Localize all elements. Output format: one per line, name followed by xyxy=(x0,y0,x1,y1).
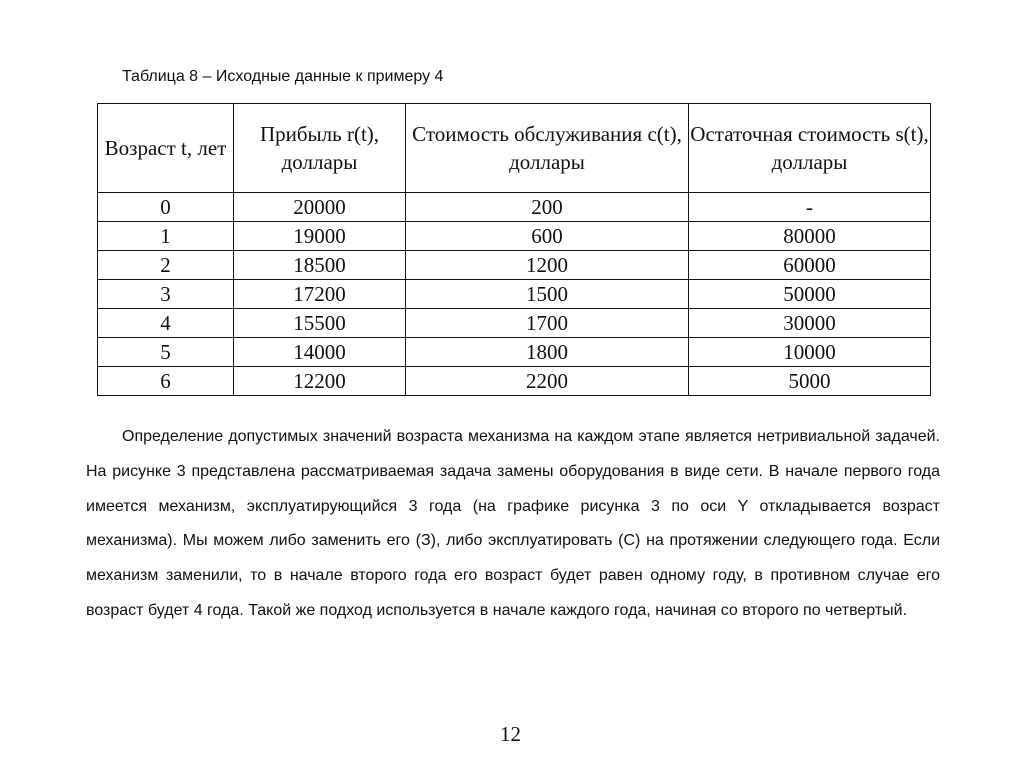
table-cell: 2200 xyxy=(405,366,689,396)
table-cell: 4 xyxy=(97,308,234,338)
table-cell: 1500 xyxy=(405,279,689,309)
table-cell: 6 xyxy=(97,366,234,396)
table-header-row: Возраст t, лет Прибыль r(t), доллары Сто… xyxy=(97,103,931,193)
table-row: 4 15500 1700 30000 xyxy=(97,308,931,338)
page-number: 12 xyxy=(500,722,521,746)
header-profit: Прибыль r(t), доллары xyxy=(233,103,406,193)
table-cell: 1 xyxy=(97,221,234,251)
table-cell: 5 xyxy=(97,337,234,367)
table-cell: 1800 xyxy=(405,337,689,367)
table-cell: 14000 xyxy=(233,337,406,367)
table-cell: 200 xyxy=(405,192,689,222)
table-row: 1 19000 600 80000 xyxy=(97,221,931,251)
table-cell: 3 xyxy=(97,279,234,309)
table-row: 3 17200 1500 50000 xyxy=(97,279,931,309)
header-maintenance: Стоимость обслуживания c(t), доллары xyxy=(405,103,689,193)
table-cell: 18500 xyxy=(233,250,406,280)
table-cell: 60000 xyxy=(688,250,931,280)
table-cell: 30000 xyxy=(688,308,931,338)
data-table: Возраст t, лет Прибыль r(t), доллары Сто… xyxy=(97,103,931,396)
table-cell: 20000 xyxy=(233,192,406,222)
table-cell: 17200 xyxy=(233,279,406,309)
table-row: 2 18500 1200 60000 xyxy=(97,250,931,280)
table-cell: 50000 xyxy=(688,279,931,309)
table-cell: 15500 xyxy=(233,308,406,338)
table-cell: - xyxy=(688,192,931,222)
table-row: 0 20000 200- xyxy=(97,192,931,222)
table-cell: 12200 xyxy=(233,366,406,396)
table-cell: 0 xyxy=(97,192,234,222)
header-residual: Остаточная стоимость s(t), доллары xyxy=(688,103,931,193)
table-cell: 80000 xyxy=(688,221,931,251)
table-row: 6 12200 2200 5000 xyxy=(97,366,931,396)
table-cell: 10000 xyxy=(688,337,931,367)
table-cell: 600 xyxy=(405,221,689,251)
table-cell: 1700 xyxy=(405,308,689,338)
paragraph-text: Определение допустимых значений возраста… xyxy=(86,428,940,619)
table-cell: 5000 xyxy=(688,366,931,396)
table-cell: 1200 xyxy=(405,250,689,280)
table-row: 5 14000 1800 10000 xyxy=(97,337,931,367)
body-paragraph: Определение допустимых значений возраста… xyxy=(86,420,940,629)
table-caption: Таблица 8 – Исходные данные к примеру 4 xyxy=(122,68,444,85)
header-age: Возраст t, лет xyxy=(97,103,234,193)
table-cell: 2 xyxy=(97,250,234,280)
table-cell: 19000 xyxy=(233,221,406,251)
